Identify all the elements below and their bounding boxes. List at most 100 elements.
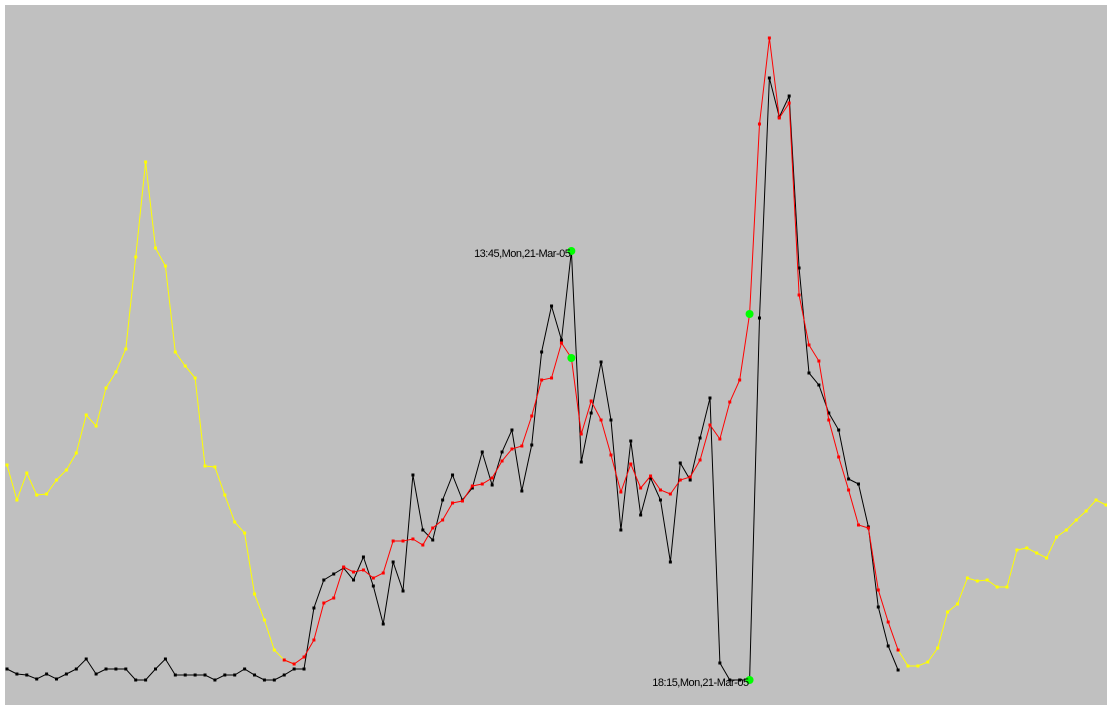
data-point: [431, 538, 435, 542]
data-point: [1104, 503, 1107, 507]
data-point: [490, 476, 494, 480]
data-point: [510, 447, 514, 451]
data-point: [1074, 518, 1078, 522]
data-point: [391, 560, 395, 564]
data-point: [550, 304, 554, 308]
data-point: [520, 444, 524, 448]
data-point: [658, 488, 662, 492]
data-point: [708, 396, 712, 400]
data-point: [361, 568, 365, 572]
data-point: [757, 122, 761, 126]
data-point: [500, 459, 504, 463]
data-point: [757, 316, 761, 320]
data-point: [827, 411, 831, 415]
data-point: [5, 463, 9, 467]
data-point: [431, 526, 435, 530]
data-point: [490, 483, 494, 487]
highlight-point: [745, 310, 754, 318]
data-point: [738, 678, 742, 682]
data-point: [401, 539, 405, 543]
data-point: [470, 484, 474, 488]
data-point: [25, 673, 29, 677]
data-point: [451, 473, 455, 477]
data-point: [876, 605, 880, 609]
data-point: [64, 468, 68, 472]
data-point: [530, 414, 534, 418]
data-point: [381, 622, 385, 626]
data-point: [55, 677, 59, 681]
data-point: [777, 116, 781, 120]
data-point: [678, 478, 682, 482]
data-point: [401, 589, 405, 593]
data-point: [609, 453, 613, 457]
data-point: [559, 338, 563, 342]
data-point: [817, 359, 821, 363]
data-point: [203, 673, 207, 677]
data-point: [649, 474, 653, 478]
data-point: [896, 668, 900, 672]
data-point: [1015, 548, 1019, 552]
data-point: [817, 383, 821, 387]
data-point: [74, 451, 78, 455]
data-point: [698, 436, 702, 440]
data-point: [5, 667, 9, 671]
data-point: [936, 646, 940, 650]
data-point: [837, 428, 841, 432]
data-point: [173, 350, 177, 354]
data-point: [847, 477, 851, 481]
data-point: [1054, 535, 1058, 539]
data-point: [728, 400, 732, 404]
data-point: [550, 376, 554, 380]
data-point: [262, 678, 266, 682]
data-point: [35, 493, 39, 497]
data-point: [193, 673, 197, 677]
data-point: [332, 572, 336, 576]
data-point: [906, 664, 910, 668]
data-point: [173, 673, 177, 677]
data-point: [995, 585, 999, 589]
data-point: [262, 618, 266, 622]
data-point: [718, 661, 722, 665]
data-point: [767, 76, 771, 80]
data-point: [480, 450, 484, 454]
data-point: [144, 678, 148, 682]
annotation: 13:45,Mon,21-Mar-05: [474, 248, 571, 260]
data-point: [807, 343, 811, 347]
data-point: [728, 678, 732, 682]
data-point: [35, 677, 39, 681]
plot-background: [5, 5, 1107, 705]
data-point: [421, 528, 425, 532]
data-point: [441, 518, 445, 522]
data-point: [639, 486, 643, 490]
data-point: [856, 482, 860, 486]
data-point: [441, 498, 445, 502]
data-point: [104, 386, 108, 390]
data-point: [589, 399, 593, 403]
data-point: [609, 418, 613, 422]
data-point: [658, 498, 662, 502]
data-point: [342, 565, 346, 569]
data-point: [381, 571, 385, 575]
data-point: [500, 450, 504, 454]
data-point: [946, 610, 950, 614]
data-point: [599, 360, 603, 364]
data-point: [302, 655, 306, 659]
data-point: [876, 588, 880, 592]
data-point: [579, 460, 583, 464]
data-point: [223, 493, 227, 497]
data-point: [253, 592, 257, 596]
data-point: [154, 667, 158, 671]
data-point: [104, 667, 108, 671]
data-point: [797, 293, 801, 297]
data-point: [540, 378, 544, 382]
data-point: [302, 667, 306, 671]
data-point: [94, 424, 98, 428]
data-point: [837, 455, 841, 459]
data-point: [589, 411, 593, 415]
data-point: [84, 657, 88, 661]
data-point: [856, 523, 860, 527]
data-point: [866, 526, 870, 530]
data-point: [619, 528, 623, 532]
data-point: [371, 576, 375, 580]
